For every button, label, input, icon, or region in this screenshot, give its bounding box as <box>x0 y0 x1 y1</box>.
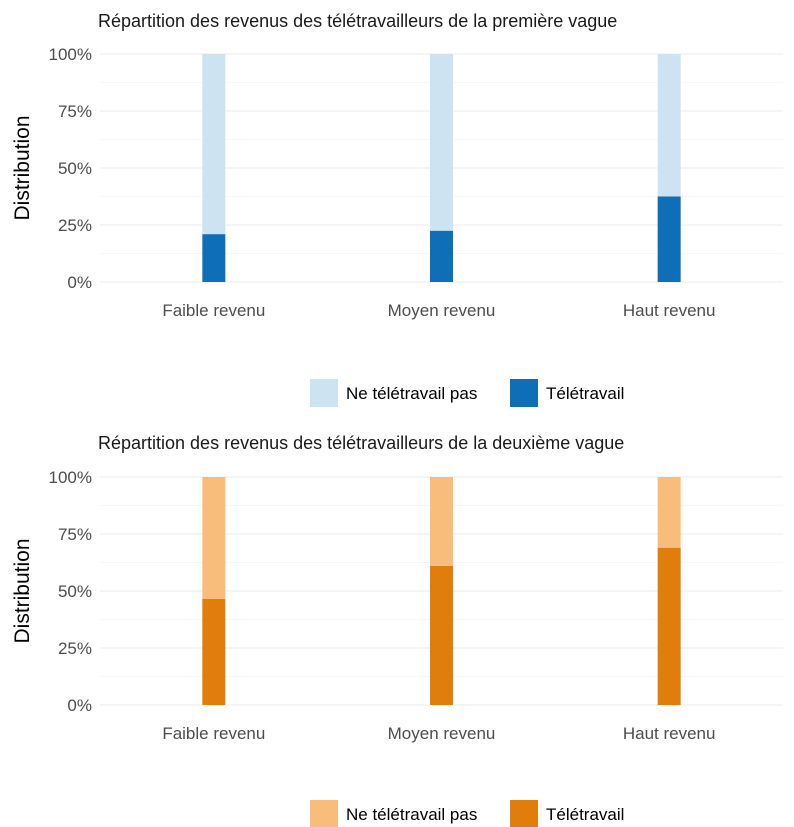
legend-label: Ne télétravail pas <box>346 805 477 824</box>
legend-label: Ne télétravail pas <box>346 384 477 403</box>
bar-teletravail <box>657 547 681 705</box>
bar-ne-teletravail-pas <box>202 477 226 599</box>
bar-ne-teletravail-pas <box>202 54 226 235</box>
bar-teletravail <box>202 234 226 282</box>
y-axis-label: Distribution <box>11 538 34 643</box>
legend-swatch <box>310 800 338 827</box>
y-tick-label: 50% <box>58 159 92 178</box>
y-tick-label: 0% <box>67 696 92 715</box>
chart-panel-first-wave: Répartition des revenus des télétravaill… <box>11 11 783 407</box>
bar-ne-teletravail-pas <box>430 477 453 566</box>
y-tick-label: 0% <box>67 273 92 292</box>
x-tick-label: Moyen revenu <box>388 301 496 320</box>
legend-label: Télétravail <box>546 384 624 403</box>
chart-title: Répartition des revenus des télétravaill… <box>98 433 624 453</box>
y-tick-label: 75% <box>58 102 92 121</box>
y-tick-label: 25% <box>58 639 92 658</box>
y-axis-label: Distribution <box>11 115 34 220</box>
legend-swatch <box>510 379 538 407</box>
bar-teletravail <box>430 565 453 705</box>
y-tick-label: 100% <box>49 45 92 64</box>
y-tick-label: 50% <box>58 582 92 601</box>
x-tick-label: Faible revenu <box>162 724 265 743</box>
bar-teletravail <box>657 196 681 282</box>
y-tick-label: 25% <box>58 216 92 235</box>
x-tick-label: Moyen revenu <box>388 724 496 743</box>
bar-ne-teletravail-pas <box>430 54 453 231</box>
legend-swatch <box>310 379 338 407</box>
legend-swatch <box>510 800 538 827</box>
chart-title: Répartition des revenus des télétravaill… <box>98 11 617 31</box>
chart-panel-second-wave: Répartition des revenus des télétravaill… <box>11 433 783 827</box>
y-tick-label: 100% <box>49 468 92 487</box>
legend-label: Télétravail <box>546 805 624 824</box>
bar-ne-teletravail-pas <box>657 54 681 197</box>
bar-ne-teletravail-pas <box>657 477 681 548</box>
bar-teletravail <box>202 598 226 705</box>
x-tick-label: Haut revenu <box>623 724 716 743</box>
x-tick-label: Haut revenu <box>623 301 716 320</box>
bar-teletravail <box>430 230 453 282</box>
x-tick-label: Faible revenu <box>162 301 265 320</box>
y-tick-label: 75% <box>58 525 92 544</box>
